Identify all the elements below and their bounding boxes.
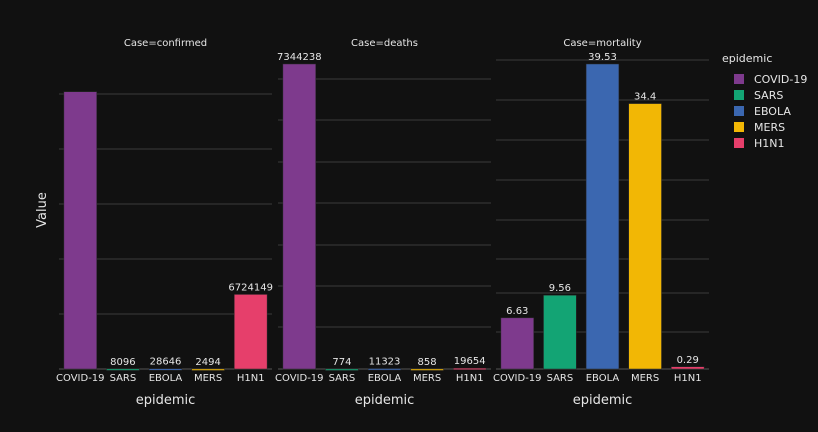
facet-title: Case=mortality <box>563 38 641 49</box>
x-tick-label: MERS <box>194 373 222 384</box>
bar-h1n1 <box>234 294 268 370</box>
legend-item[interactable]: EBOLA <box>722 103 807 119</box>
legend-item[interactable]: H1N1 <box>722 135 807 151</box>
x-tick-label: H1N1 <box>674 373 702 384</box>
data-label: 6724149 <box>228 282 273 293</box>
x-tick-label: SARS <box>329 373 356 384</box>
legend-label: MERS <box>754 120 786 134</box>
x-tick-label: COVID-19 <box>493 373 542 384</box>
data-label: 7344238 <box>277 52 322 63</box>
x-tick-label: H1N1 <box>237 373 265 384</box>
x-tick-label: COVID-19 <box>275 373 324 384</box>
bar-sars <box>543 294 577 370</box>
bar-ebola <box>585 63 620 370</box>
facet-title: Case=confirmed <box>124 38 207 49</box>
x-axis-label: epidemic <box>355 393 415 408</box>
legend-item[interactable]: SARS <box>722 87 807 103</box>
bar-covid-19 <box>63 91 97 370</box>
bar-ebola <box>148 368 183 371</box>
bar-h1n1 <box>453 367 487 370</box>
legend-swatch <box>734 106 744 116</box>
y-axis-label: Value <box>35 192 50 228</box>
data-label: 19654 <box>454 356 486 367</box>
x-tick-label: SARS <box>547 373 574 384</box>
legend-title: epidemic <box>722 52 773 65</box>
bar-ebola <box>367 368 402 371</box>
legend: epidemic COVID-19 SARS EBOLA MERS H1N1 <box>722 52 807 151</box>
bar-mers <box>410 368 444 371</box>
x-tick-label: H1N1 <box>456 373 484 384</box>
data-label: 34.4 <box>634 92 656 103</box>
legend-swatch <box>734 90 744 100</box>
x-tick-label: MERS <box>413 373 441 384</box>
x-tick-label: COVID-19 <box>56 373 105 384</box>
facet-title: Case=deaths <box>351 38 418 49</box>
data-label: 858 <box>418 357 437 368</box>
data-label: 0.29 <box>677 355 699 366</box>
data-label: 28646 <box>150 357 182 368</box>
x-axis-label: epidemic <box>573 393 633 408</box>
legend-label: EBOLA <box>754 104 791 118</box>
bar-h1n1 <box>671 366 705 370</box>
x-tick-label: EBOLA <box>368 373 402 384</box>
data-label: 6.63 <box>506 306 528 317</box>
bar-covid-19 <box>500 317 534 370</box>
data-label: 8096 <box>110 357 135 368</box>
legend-item[interactable]: MERS <box>722 119 807 135</box>
x-tick-label: MERS <box>631 373 659 384</box>
data-label: 11323 <box>369 357 401 368</box>
x-tick-label: EBOLA <box>149 373 183 384</box>
bar-sars <box>325 368 359 371</box>
legend-label: SARS <box>754 88 784 102</box>
data-label: 39.53 <box>588 52 617 63</box>
bar-mers <box>628 103 662 370</box>
legend-label: H1N1 <box>754 136 785 150</box>
legend-swatch <box>734 122 744 132</box>
x-tick-label: SARS <box>110 373 137 384</box>
legend-label: COVID-19 <box>754 72 808 86</box>
data-label: 774 <box>332 357 351 368</box>
data-label: 2494 <box>195 357 220 368</box>
legend-swatch <box>734 74 744 84</box>
bar-mers <box>191 368 225 371</box>
legend-item[interactable]: COVID-19 <box>722 71 807 87</box>
x-tick-label: EBOLA <box>586 373 620 384</box>
x-axis-label: epidemic <box>136 393 196 408</box>
bar-covid-19 <box>282 63 316 370</box>
data-label: 9.56 <box>549 283 571 294</box>
legend-swatch <box>734 138 744 148</box>
bar-sars <box>106 368 140 371</box>
